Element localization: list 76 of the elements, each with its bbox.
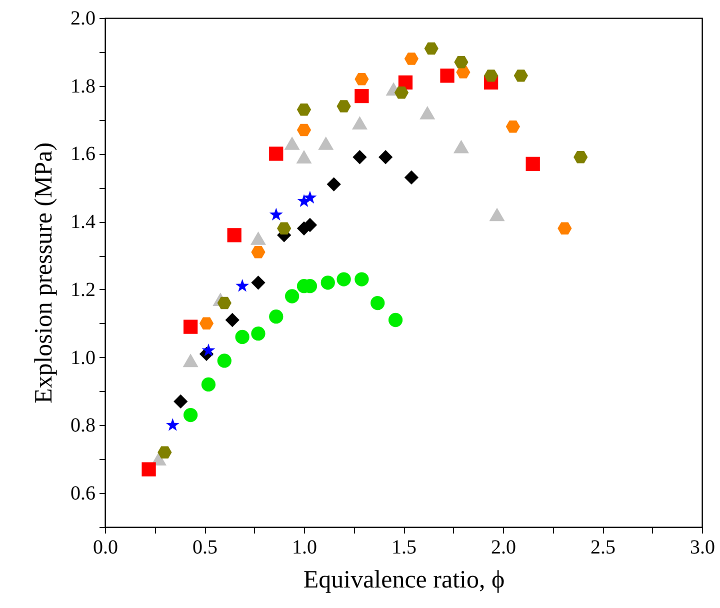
point	[251, 326, 266, 341]
point	[326, 177, 341, 192]
point	[199, 317, 214, 330]
point	[354, 88, 369, 104]
x-tick-label: 2.5	[590, 536, 616, 558]
point	[202, 343, 216, 356]
y-axis-title: Explosion pressure (MPa)	[30, 142, 58, 404]
point	[236, 279, 250, 292]
point	[251, 246, 266, 258]
point	[303, 190, 317, 204]
point	[217, 296, 232, 310]
point	[269, 208, 283, 221]
point	[269, 146, 284, 161]
point	[370, 296, 385, 310]
point	[514, 70, 528, 82]
point	[166, 418, 180, 431]
point	[296, 150, 312, 164]
point	[296, 103, 312, 116]
point	[404, 170, 419, 185]
point	[336, 272, 351, 286]
x-tick-label: 3.0	[690, 536, 715, 558]
y-tick-label: 1.6	[70, 143, 96, 166]
point	[269, 310, 284, 324]
point	[251, 276, 266, 290]
point	[404, 52, 419, 65]
point	[336, 100, 351, 112]
point	[506, 120, 520, 133]
point	[217, 354, 232, 368]
point	[456, 66, 470, 78]
y-tick-label: 1.4	[70, 211, 96, 234]
point	[235, 330, 250, 344]
point	[424, 42, 438, 55]
point	[184, 320, 198, 334]
point	[420, 106, 436, 120]
point	[574, 151, 588, 164]
point	[394, 86, 409, 99]
x-tick-label: 2.0	[491, 536, 516, 558]
y-tick-label: 2.0	[70, 8, 96, 30]
point	[201, 377, 216, 392]
point	[174, 394, 188, 409]
point	[352, 150, 367, 164]
point	[296, 124, 312, 136]
point	[454, 56, 468, 68]
point	[352, 116, 368, 130]
point	[484, 70, 498, 82]
point	[158, 446, 172, 458]
point	[277, 222, 292, 235]
point	[453, 140, 469, 154]
point	[284, 136, 300, 150]
point	[284, 289, 300, 304]
point	[320, 276, 335, 290]
y-tick-label: 1.8	[70, 75, 96, 98]
point	[558, 222, 572, 235]
point	[378, 150, 393, 164]
point	[318, 136, 334, 150]
y-tick-label: 1.0	[70, 346, 96, 369]
x-tick-label: 0.0	[93, 536, 118, 558]
point	[354, 272, 369, 286]
y-tick-label: 1.2	[70, 278, 96, 301]
x-tick-label: 1.5	[392, 536, 416, 558]
point	[182, 354, 198, 368]
point	[388, 312, 403, 328]
point	[250, 231, 266, 245]
point	[142, 462, 156, 476]
x-tick-label: 1.0	[292, 536, 317, 558]
x-axis-title: Equivalence ratio, ϕ	[303, 566, 505, 594]
point	[184, 408, 198, 422]
point	[489, 208, 505, 222]
y-tick-label: 0.6	[70, 482, 96, 505]
point	[225, 312, 240, 328]
point	[440, 68, 454, 83]
y-tick-label: 0.8	[70, 414, 96, 437]
point	[526, 156, 540, 171]
x-tick-label: 0.5	[192, 536, 218, 558]
point	[227, 228, 242, 242]
point	[354, 72, 369, 86]
